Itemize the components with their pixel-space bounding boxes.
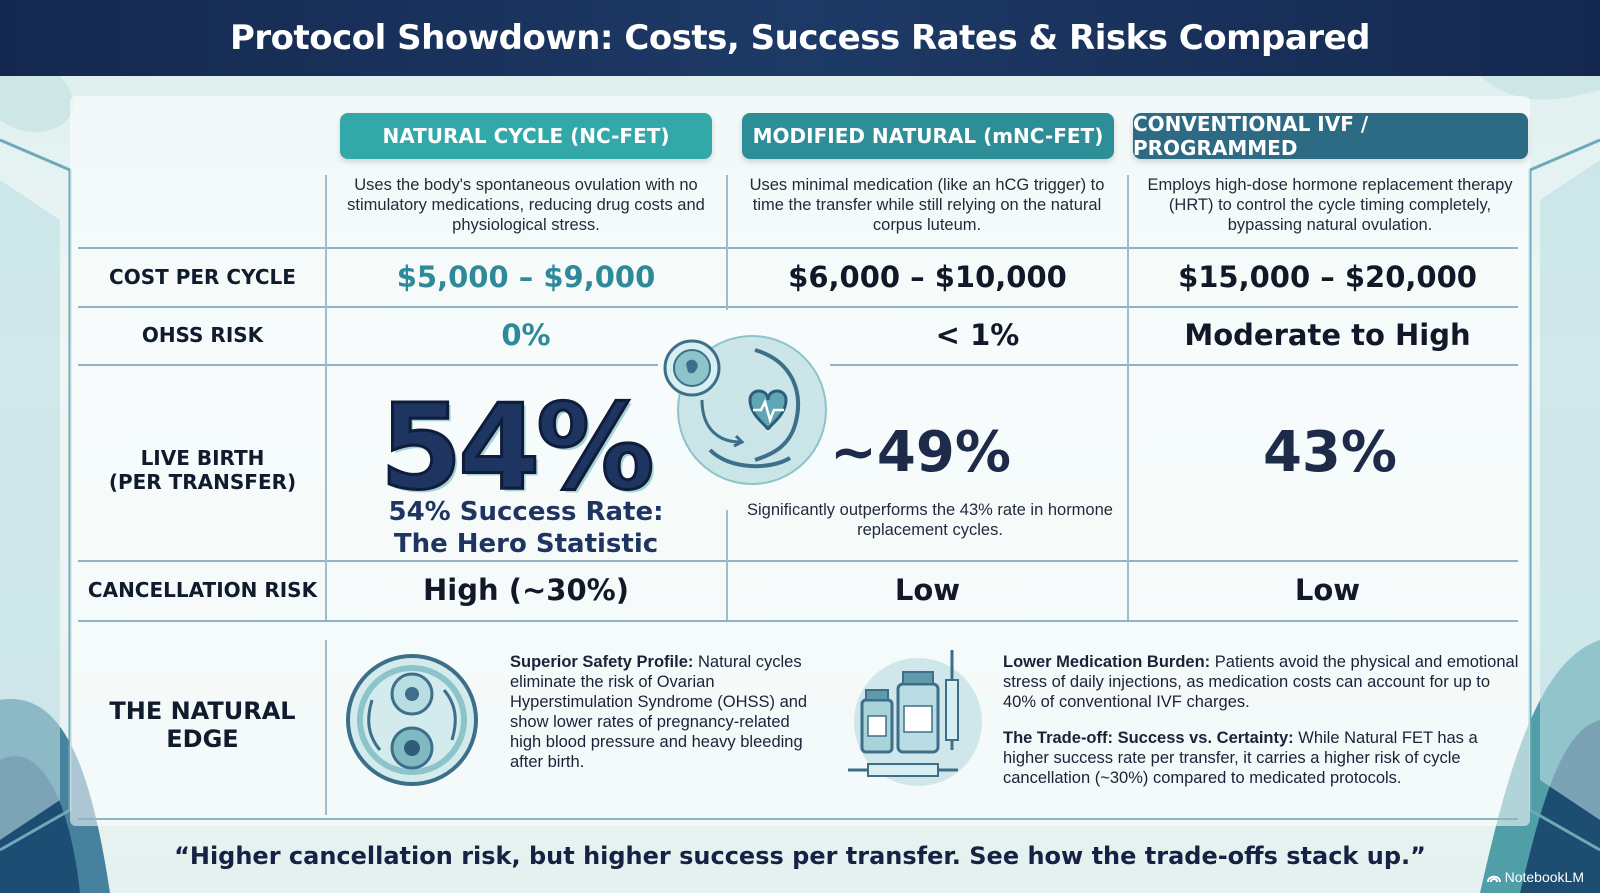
row-label-natural-edge-line1: THE NATURAL	[109, 697, 296, 725]
ohss-modified-natural: < 1%	[935, 318, 1020, 352]
row-label-cancellation: CANCELLATION RISK	[87, 578, 318, 602]
column-header-natural-cycle: NATURAL CYCLE (NC-FET)	[340, 113, 712, 159]
cost-modified-natural: $6,000 – $10,000	[788, 260, 1067, 294]
tradeoff-body: While Natural FET has a higher success r…	[1003, 729, 1478, 787]
column-divider	[726, 510, 728, 620]
brand-badge: NotebookLM	[1486, 869, 1584, 885]
tradeoff-text: The Trade-off: Success vs. Certainty: Wh…	[1003, 728, 1523, 788]
cancellation-natural-cycle: High (~30%)	[423, 573, 629, 607]
medication-burden-title: Lower Medication Burden:	[1003, 653, 1211, 671]
row-divider	[78, 560, 1518, 562]
row-label-natural-edge-line2: EDGE	[166, 725, 239, 753]
footer-quote: “Higher cancellation risk, but higher su…	[174, 842, 1426, 870]
title-bar: Protocol Showdown: Costs, Success Rates …	[0, 0, 1600, 76]
live-birth-modified-natural-note: Significantly outperforms the 43% rate i…	[747, 501, 1113, 539]
row-label-ohss: OHSS RISK	[141, 323, 264, 347]
column-header-conventional-ivf: CONVENTIONAL IVF / PROGRAMMED	[1133, 112, 1528, 160]
safety-profile-text: Superior Safety Profile: Natural cycles …	[510, 652, 810, 772]
pregnancy-heart-illustration	[663, 335, 827, 485]
notebooklm-logo-icon	[1486, 875, 1501, 883]
medication-burden-text: Lower Medication Burden: Patients avoid …	[1003, 652, 1523, 712]
cost-conventional-ivf: $15,000 – $20,000	[1178, 260, 1477, 294]
page-title: Protocol Showdown: Costs, Success Rates …	[230, 18, 1370, 58]
row-divider	[78, 247, 1518, 249]
hero-statistic-caption: 54% Success Rate: The Hero Statistic	[340, 496, 712, 560]
column-divider	[726, 175, 728, 310]
column-header-modified-natural: MODIFIED NATURAL (mNC-FET)	[742, 113, 1114, 159]
row-divider	[78, 620, 1518, 622]
cost-natural-cycle: $5,000 – $9,000	[396, 260, 656, 294]
row-label-live-birth-line2: (PER TRANSFER)	[108, 470, 297, 494]
cycle-icon	[346, 654, 478, 786]
hero-caption-line2: The Hero Statistic	[393, 529, 659, 559]
safety-profile-body: Natural cycles eliminate the risk of Ova…	[510, 653, 808, 771]
live-birth-modified-natural: ~49%	[830, 420, 1011, 485]
row-divider	[78, 818, 1518, 820]
description-modified-natural: Uses minimal medication (like an hCG tri…	[749, 176, 1105, 234]
description-natural-cycle: Uses the body's spontaneous ovulation wi…	[347, 176, 705, 234]
row-divider	[78, 306, 1518, 308]
row-divider	[78, 364, 658, 366]
brand-name: NotebookLM	[1504, 869, 1584, 885]
description-conventional-ivf: Employs high-dose hormone replacement th…	[1147, 176, 1513, 234]
hero-caption-line1: 54% Success Rate:	[388, 497, 664, 527]
tradeoff-title: The Trade-off: Success vs. Certainty:	[1003, 729, 1294, 747]
ohss-natural-cycle: 0%	[501, 318, 551, 352]
ohss-conventional-ivf: Moderate to High	[1184, 318, 1471, 352]
medication-vials-icon	[848, 650, 982, 786]
live-birth-conventional-ivf: 43%	[1262, 420, 1398, 485]
row-label-natural-edge: THE NATURAL EDGE	[80, 690, 325, 760]
row-label-live-birth-line1: LIVE BIRTH	[140, 446, 265, 470]
safety-profile-title: Superior Safety Profile:	[510, 653, 694, 671]
hero-statistic: 54%	[379, 377, 656, 518]
cancellation-conventional-ivf: Low	[1294, 573, 1361, 607]
column-divider	[325, 175, 327, 620]
column-divider	[325, 640, 327, 815]
row-label-cost: COST PER CYCLE	[109, 265, 296, 289]
row-label-live-birth: LIVE BIRTH (PER TRANSFER)	[80, 440, 325, 500]
column-divider	[1127, 175, 1129, 620]
row-divider	[830, 364, 1518, 366]
cancellation-modified-natural: Low	[894, 573, 961, 607]
medication-burden-body: Patients avoid the physical and emotiona…	[1003, 653, 1519, 711]
